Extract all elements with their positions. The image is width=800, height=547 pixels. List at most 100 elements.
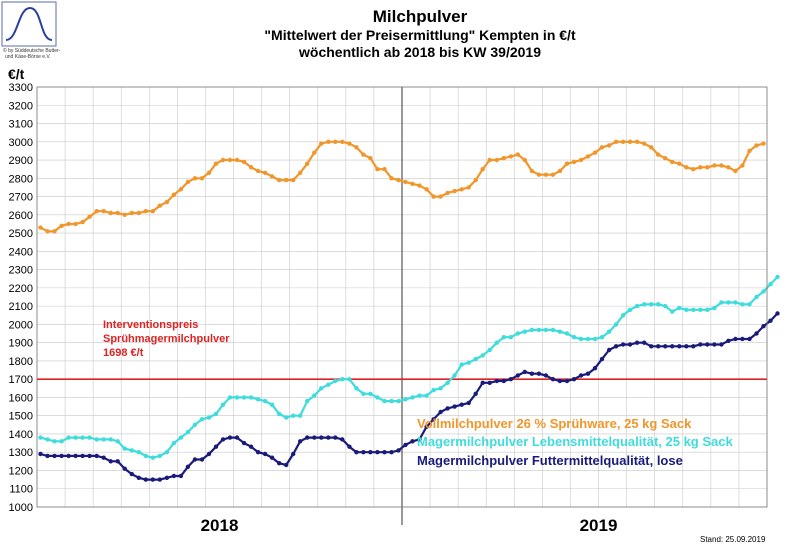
series-0-point: [431, 194, 436, 199]
series-2-point: [578, 373, 584, 378]
series-2-point: [277, 461, 282, 466]
series-0-point: [368, 156, 373, 161]
series-1-point: [613, 322, 619, 327]
series-1-point: [340, 377, 345, 382]
series-0-point: [515, 152, 520, 157]
y-axis-label: €/t: [8, 66, 25, 82]
series-1-point: [726, 300, 731, 305]
series-1-point: [775, 274, 780, 280]
series-2-point: [164, 475, 170, 480]
series-1-point: [536, 327, 542, 333]
series-0-point: [578, 157, 584, 163]
series-2-point: [501, 378, 506, 384]
series-2-point: [410, 439, 415, 444]
series-2-point: [87, 453, 92, 459]
series-1-point: [66, 435, 71, 440]
series-2-point: [712, 342, 717, 347]
series-2-point: [740, 336, 745, 342]
series-2-point: [185, 464, 191, 469]
series-0-point: [634, 139, 640, 144]
series-2-point: [599, 356, 605, 362]
series-0-point: [649, 145, 654, 150]
series-1-point: [136, 450, 141, 455]
series-2-point: [73, 453, 78, 459]
series-2-point: [522, 369, 527, 375]
y-tick-label: 2000: [9, 319, 33, 331]
series-2-point: [670, 344, 675, 349]
series-0-point: [564, 161, 570, 166]
series-0-point: [494, 157, 499, 163]
x-year-label-2018: 2018: [201, 516, 239, 535]
series-1-point: [234, 395, 240, 400]
series-0-point: [452, 188, 457, 194]
series-0-point: [312, 150, 317, 155]
series-1-point: [557, 329, 563, 334]
series-2-point: [403, 442, 408, 448]
series-1-point: [768, 282, 773, 287]
series-2-point: [326, 435, 331, 440]
y-tick-label: 2100: [9, 301, 33, 313]
series-2-point: [438, 409, 443, 415]
series-0-point: [417, 183, 422, 188]
series-2-point: [150, 477, 155, 482]
series-2-point: [642, 340, 647, 345]
series-2-point: [319, 435, 324, 440]
series-1-point: [277, 411, 282, 417]
series-2-point: [550, 377, 556, 382]
series-0-point: [101, 209, 106, 214]
series-1-point: [522, 329, 527, 334]
series-2-point: [487, 380, 492, 385]
logo: © by Süddeutsche Butter- und Käse-Börse …: [1, 1, 61, 60]
series-1-point: [80, 435, 85, 440]
chart-title: Milchpulver: [373, 7, 468, 26]
series-1-point: [663, 303, 668, 309]
series-1-point: [396, 398, 401, 404]
series-group: [38, 139, 780, 482]
series-0-point: [347, 141, 352, 146]
series-2-point: [452, 404, 457, 409]
series-1-point: [459, 362, 464, 367]
series-2-point: [775, 311, 780, 316]
series-2-point: [59, 453, 64, 459]
series-1-point: [101, 437, 106, 442]
series-2-point: [241, 440, 247, 446]
series-1-point: [466, 360, 471, 365]
plot-border: [36, 86, 768, 508]
logo-curve-icon: [5, 6, 53, 41]
y-tick-label: 1600: [9, 392, 33, 404]
y-tick-label: 3100: [9, 119, 33, 131]
series-0-point: [333, 139, 338, 144]
series-0-point: [192, 176, 198, 181]
series-0-point: [459, 187, 464, 192]
series-0-point: [508, 154, 513, 159]
series-0-point: [262, 170, 268, 175]
series-0-point: [473, 177, 478, 183]
series-0-point: [213, 161, 219, 166]
grid: [36, 86, 768, 525]
series-0-point: [719, 163, 724, 168]
series-1-point: [620, 313, 626, 318]
y-tick-label: 1800: [9, 356, 33, 368]
legend-entry-lebensmittelqualitaet: Magermilchpulver Lebensmittelqualität, 2…: [417, 434, 733, 449]
series-2-point: [199, 457, 205, 462]
series-0-point: [557, 168, 563, 174]
series-2-point: [649, 344, 654, 349]
series-2-point: [473, 391, 478, 396]
series-1-point: [269, 402, 275, 407]
series-0-point: [241, 159, 247, 165]
series-0-point: [206, 170, 212, 175]
series-1-point: [255, 397, 261, 402]
series-2-point: [45, 453, 50, 459]
series-1-point: [368, 391, 373, 396]
series-2-point: [312, 435, 317, 440]
series-0-point: [536, 172, 542, 177]
series-0-point: [438, 194, 443, 199]
series-0-point: [389, 176, 394, 181]
series-1-point: [262, 398, 268, 404]
series-2-point: [684, 344, 689, 349]
y-tick-label: 2200: [9, 283, 33, 295]
series-0-point: [747, 148, 752, 154]
series-0-point: [543, 172, 549, 177]
series-1-point: [129, 448, 134, 453]
series-2-point: [663, 344, 668, 349]
